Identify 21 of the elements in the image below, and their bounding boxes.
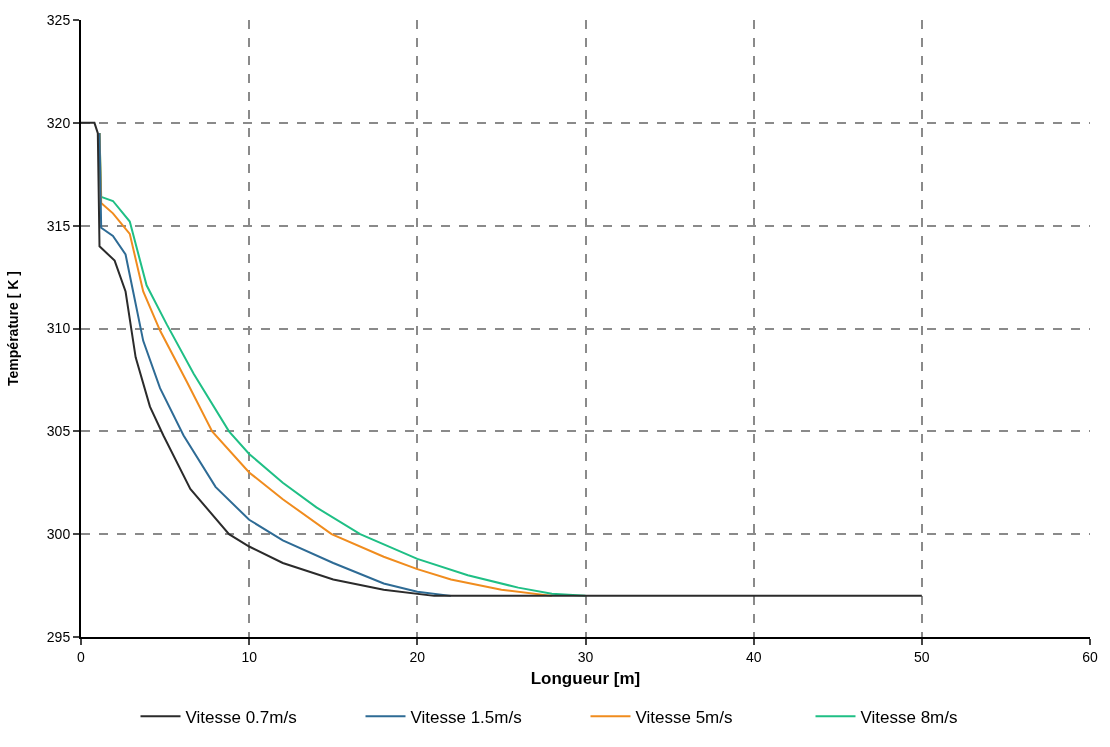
y-tick-label: 300 — [46, 526, 71, 543]
x-axis-title: Longueur [m] — [530, 668, 641, 688]
y-tick-label: 305 — [46, 423, 71, 440]
x-tick-label: 60 — [1082, 648, 1098, 665]
x-tick-label: 40 — [745, 648, 762, 665]
x-tick-label: 0 — [77, 648, 86, 665]
x-tick-label: 10 — [241, 648, 258, 665]
y-tick-label: 295 — [46, 628, 71, 645]
line-series — [81, 121, 923, 597]
legend-label: Vitesse 1.5m/s — [410, 707, 522, 727]
legend-label: Vitesse 0.7m/s — [185, 707, 297, 727]
y-tick-label: 310 — [46, 320, 71, 337]
legend-label: Vitesse 5m/s — [635, 707, 733, 727]
y-tick-label: 325 — [46, 11, 71, 28]
legend-label: Vitesse 8m/s — [860, 707, 958, 727]
y-tick-label: 315 — [46, 217, 71, 234]
y-tick-label: 320 — [46, 114, 71, 131]
y-axis-title: Température [ K ] — [4, 271, 21, 386]
x-tick-label: 30 — [577, 648, 594, 665]
x-tick-label: 20 — [409, 648, 426, 665]
x-tick-label: 50 — [914, 648, 930, 665]
